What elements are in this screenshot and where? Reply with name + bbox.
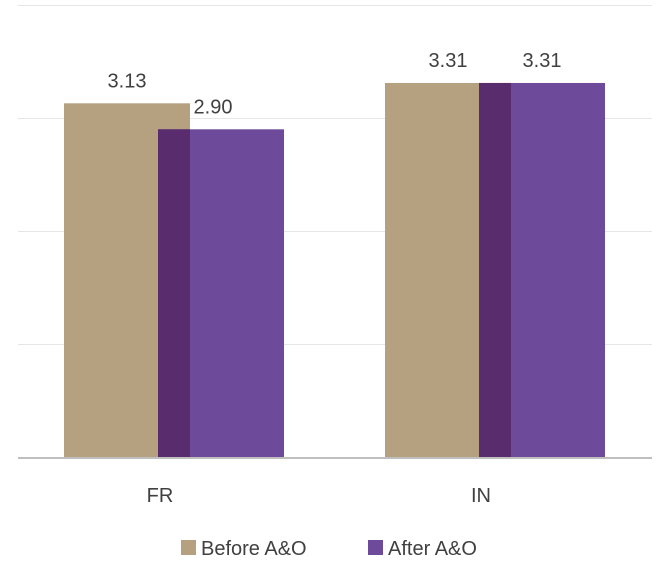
x-tick-label-in: IN: [471, 485, 491, 507]
legend-label-after: After A&O: [388, 538, 477, 560]
data-label-before-in: 3.31: [429, 50, 468, 72]
x-tick-label-fr: FR: [147, 485, 174, 507]
legend-swatch-before: [181, 540, 196, 555]
bar-overlap-fr: [158, 129, 190, 458]
data-label-after-fr: 2.90: [194, 96, 233, 118]
bars: [64, 82, 605, 458]
data-label-after-in: 3.31: [523, 50, 562, 72]
x-tick-labels: FR IN: [147, 485, 491, 507]
data-label-before-fr: 3.13: [108, 70, 147, 92]
legend-label-before: Before A&O: [201, 538, 307, 560]
legend: Before A&O After A&O: [181, 538, 477, 560]
bar-overlap-in: [479, 82, 511, 457]
legend-swatch-after: [368, 540, 383, 555]
data-labels: 3.13 2.90 3.31 3.31: [108, 50, 562, 118]
